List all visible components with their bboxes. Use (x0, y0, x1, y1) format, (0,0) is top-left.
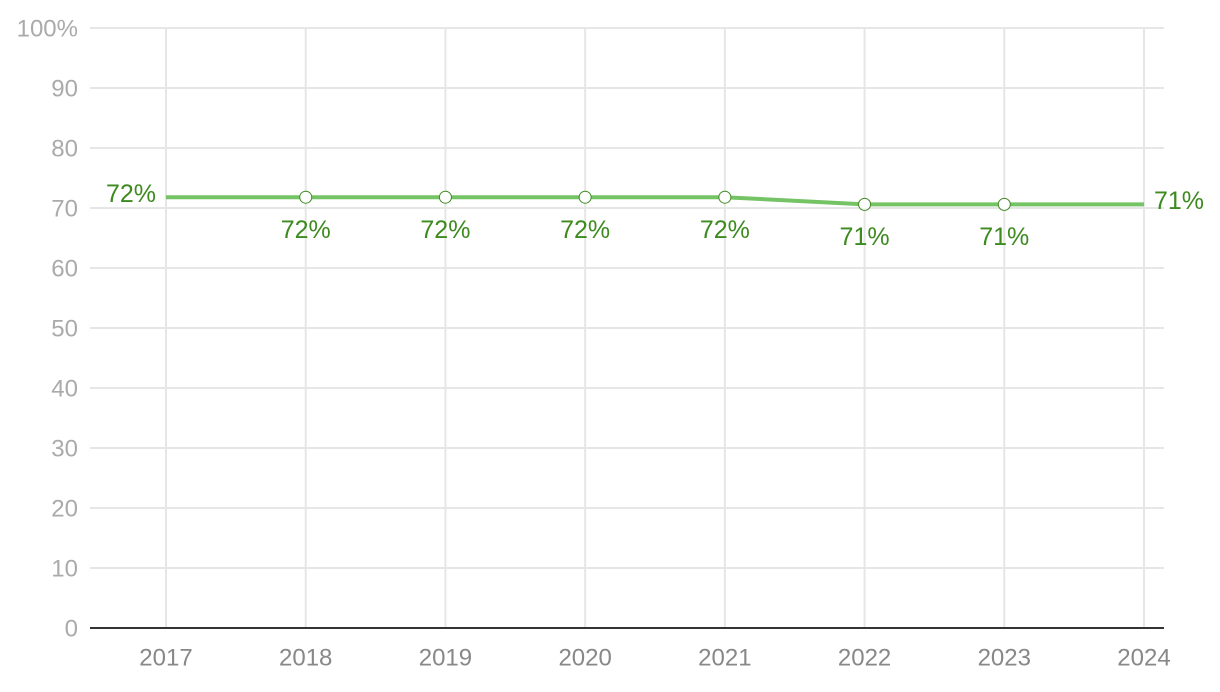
point-marker (997, 197, 1011, 211)
y-tick-label: 30 (51, 435, 78, 462)
y-tick-label: 40 (51, 375, 78, 402)
y-tick-label: 70 (51, 195, 78, 222)
series-line (166, 195, 1144, 207)
y-tick-label: 10 (51, 555, 78, 582)
value-label: 72% (560, 216, 610, 244)
value-label: 71% (1154, 187, 1204, 215)
y-tick-label: 60 (51, 255, 78, 282)
point-marker (578, 190, 592, 204)
point-marker (858, 197, 872, 211)
y-tick-label: 90 (51, 75, 78, 102)
value-label: 72% (106, 180, 156, 208)
y-tick-label: 20 (51, 495, 78, 522)
point-marker (718, 190, 732, 204)
y-tick-label: 80 (51, 135, 78, 162)
y-tick-label: 50 (51, 315, 78, 342)
x-tick-label: 2023 (978, 644, 1031, 671)
x-tick-label: 2024 (1117, 644, 1170, 671)
value-label: 72% (281, 216, 331, 244)
x-tick-label: 2018 (279, 644, 332, 671)
value-label: 71% (840, 223, 890, 251)
point-marker (299, 190, 313, 204)
x-tick-label: 2017 (139, 644, 192, 671)
point-marker (438, 190, 452, 204)
y-tick-label: 100% (17, 15, 78, 42)
x-tick-label: 2020 (558, 644, 611, 671)
value-label: 72% (700, 216, 750, 244)
y-tick-label: 0 (65, 615, 78, 642)
value-label: 71% (979, 223, 1029, 251)
x-tick-label: 2019 (419, 644, 472, 671)
x-tick-label: 2021 (698, 644, 751, 671)
x-tick-label: 2022 (838, 644, 891, 671)
value-label: 72% (420, 216, 470, 244)
